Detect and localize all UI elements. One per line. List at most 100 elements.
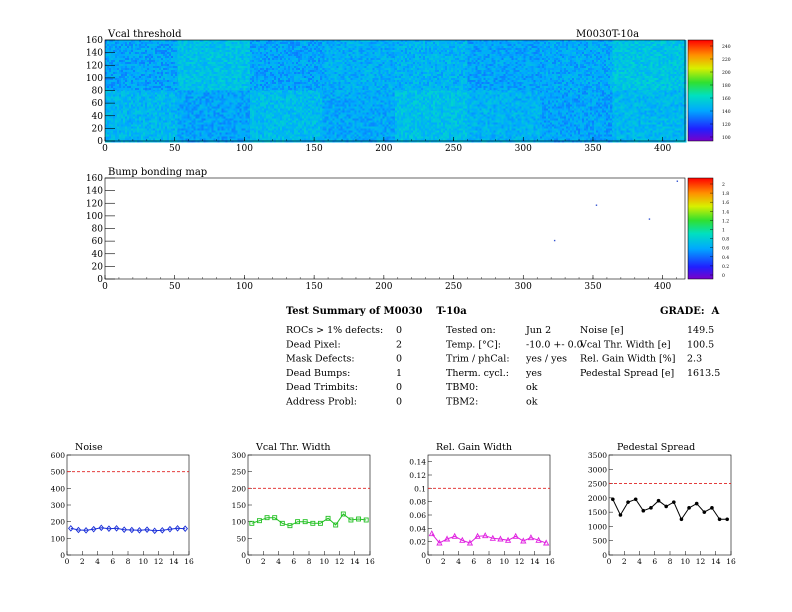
y-tick-label: 80: [92, 87, 104, 97]
data-point: [295, 519, 301, 525]
vcal-threshold-axes: 0 50 100 150 200 250 300 350 400 0 20 40 60 80 100 120 1…: [86, 36, 677, 154]
x-tick-label: 50: [169, 144, 181, 154]
color-scale-label: 180: [722, 83, 731, 89]
dead-bump-pixel: [676, 180, 679, 182]
color-scale-label: 120: [722, 122, 731, 128]
data-point: [249, 520, 255, 526]
x-tick-label: 250: [445, 282, 462, 292]
summary-value: 0: [396, 354, 402, 365]
data-point: [717, 517, 722, 522]
vcal-threshold-panel: Vcal threshold M0030T-10a 0 50 100 150 200 25…: [86, 29, 731, 154]
y-tick-label: 100: [86, 212, 103, 222]
x-tick-label: 8: [487, 557, 492, 566]
noise-plot: Noise 0 2 4 6 8 10 12 14 16 0 100 200 300 400 500 600: [51, 442, 194, 566]
y-tick-label: 40: [92, 112, 104, 122]
roc-texture: [540, 90, 614, 143]
data-point: [694, 501, 699, 506]
color-scale-label: 1: [722, 228, 725, 234]
data-point: [317, 520, 323, 526]
summary-label: TBM2:: [446, 397, 478, 408]
y-tick-label: 0.06: [409, 511, 426, 520]
data-point: [443, 535, 451, 542]
y-tick-label: 60: [92, 237, 104, 247]
x-tick-label: 2: [622, 557, 627, 566]
color-scale-bar: [687, 39, 714, 142]
y-tick-label: 0: [602, 551, 607, 560]
summary-label: Temp. [°C]:: [446, 339, 501, 350]
data-point: [167, 525, 173, 533]
y-tick-label: 3000: [588, 465, 607, 474]
data-point: [687, 506, 691, 510]
data-point: [679, 517, 684, 522]
summary-value: 100.5: [687, 339, 714, 350]
data-point: [272, 515, 278, 521]
plot-title: Rel. Gain Width: [436, 442, 512, 453]
bump-bonding-heatmap: [553, 180, 679, 242]
dead-bump-pixel: [595, 204, 598, 206]
x-tick-label: 2: [441, 557, 446, 566]
data-point: [664, 504, 668, 509]
summary-value: 0: [396, 382, 402, 393]
summary-label: Noise [e]: [580, 325, 624, 336]
y-tick-label: 0: [241, 551, 246, 560]
color-scale-label: 140: [722, 109, 731, 115]
y-tick-label: 0: [60, 551, 65, 560]
y-tick-label: 2000: [588, 494, 607, 503]
roc-texture: [105, 40, 179, 92]
y-tick-label: 100: [86, 74, 103, 84]
x-tick-label: 8: [126, 557, 131, 566]
color-scale-label: 240: [722, 44, 731, 50]
x-tick-label: 8: [668, 557, 673, 566]
data-point: [672, 500, 676, 504]
data-point: [333, 522, 339, 528]
test-summary: Test Summary of M0030 T-10a GRADE: A ROC…: [285, 306, 720, 408]
summary-conditions-column: Tested on: Jun 2 Temp. [°C]: -10.0 +- 0.0 Tr…: [446, 325, 583, 408]
x-tick-label: 6: [471, 557, 476, 566]
y-tick-label: 500: [51, 468, 66, 477]
x-tick-label: 12: [154, 557, 164, 566]
roc-texture: [467, 40, 542, 92]
rel-gain-width-plot: Rel. Gain Width 0 2 4 6 8 10 12 14 16 0 0.02 0.04 0.0…: [409, 442, 555, 566]
summary-value: 1613.5: [687, 368, 720, 379]
color-scale-bar: [687, 177, 714, 280]
color-scale-label: 220: [722, 57, 731, 63]
roc-texture: [612, 90, 687, 143]
data-point: [497, 535, 504, 542]
data-point: [611, 497, 615, 502]
y-tick-label: 20: [92, 124, 104, 134]
data-point: [649, 506, 653, 510]
data-point: [474, 532, 481, 539]
data-point: [75, 526, 82, 534]
roc-texture: [540, 40, 614, 92]
roc-texture: [467, 90, 542, 143]
series-line: [431, 533, 547, 544]
data-point: [436, 539, 443, 546]
plot-frame: [247, 454, 371, 556]
y-tick-label: 300: [232, 451, 247, 460]
x-tick-label: 4: [276, 557, 281, 566]
summary-value: 0: [396, 325, 402, 336]
summary-value: 0: [396, 397, 402, 408]
y-tick-label: 100: [51, 534, 66, 543]
data-point: [626, 500, 630, 504]
data-point: [356, 516, 362, 522]
dead-bump-pixel: [553, 239, 556, 242]
x-tick-label: 16: [184, 557, 194, 566]
data-point: [451, 532, 458, 539]
data-point: [489, 534, 496, 541]
y-tick-label: 160: [86, 36, 103, 46]
y-tick-label: 500: [593, 537, 608, 546]
summary-label: Dead Trimbits:: [286, 382, 358, 393]
x-tick-label: 0: [102, 282, 108, 292]
x-tick-label: 0: [102, 144, 108, 154]
x-tick-label: 16: [726, 557, 736, 566]
x-tick-label: 200: [375, 282, 392, 292]
y-tick-label: 200: [232, 484, 247, 493]
y-tick-label: 80: [92, 225, 104, 235]
x-tick-label: 150: [306, 282, 323, 292]
y-tick-label: 0: [97, 275, 103, 285]
color-scale-label: 100: [722, 135, 731, 141]
summary-value: 2.3: [687, 354, 702, 365]
bump-bonding-title: Bump bonding map: [108, 167, 207, 178]
data-point: [106, 525, 112, 532]
